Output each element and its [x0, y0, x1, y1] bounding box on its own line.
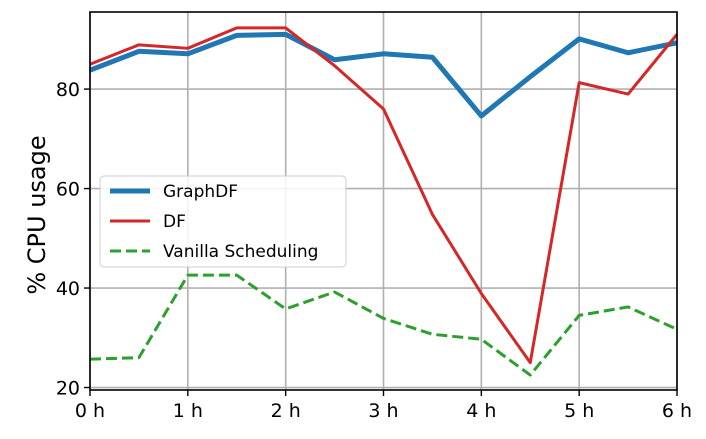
x-tick-label: 5 h: [564, 400, 594, 422]
y-axis-label: % CPU usage: [23, 135, 51, 294]
legend: GraphDF DF Vanilla Scheduling: [99, 175, 347, 268]
y-tick-label: 20: [56, 378, 80, 400]
legend-label-vanilla-scheduling: Vanilla Scheduling: [163, 242, 318, 262]
x-tick-label: 1 h: [173, 400, 203, 422]
series-line-df: [89, 26, 679, 365]
legend-label-df: DF: [163, 212, 186, 232]
x-tick-label: 4 h: [466, 400, 496, 422]
x-tick-label: 3 h: [368, 400, 398, 422]
legend-label-graphdf: GraphDF: [163, 182, 238, 202]
x-tick-label: 0 h: [75, 400, 105, 422]
y-tick-label: 40: [56, 278, 80, 300]
legend-frame: [99, 175, 347, 268]
series-line-vanilla-scheduling: [89, 273, 678, 377]
series-line-graphdf: [89, 31, 678, 119]
x-tick-label: 6 h: [662, 400, 692, 422]
x-tick-label: 2 h: [271, 400, 301, 422]
series-lines: [89, 26, 679, 377]
y-tick-label: 80: [56, 79, 80, 101]
y-tick-label: 60: [56, 179, 80, 201]
axis-ticks: 0 h 1 h 2 h 3 h 4 h 5 h 6 h 20 40 60 80: [56, 79, 692, 422]
grid: [89, 12, 678, 390]
